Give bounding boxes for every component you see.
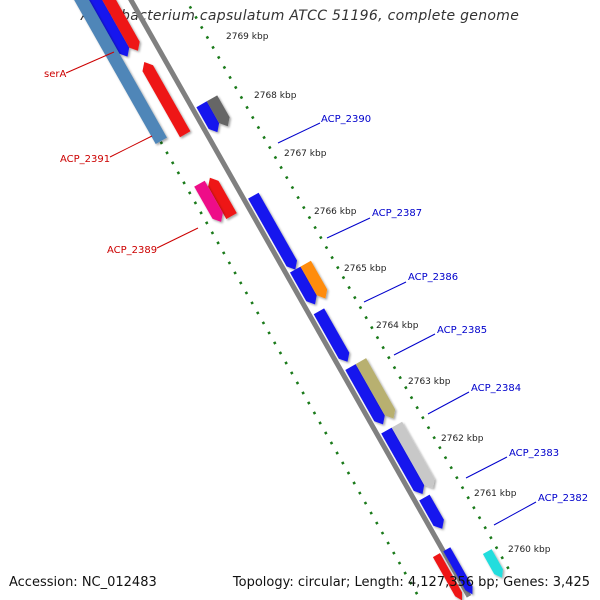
- label-leader-line: [363, 281, 407, 303]
- gene-ACP_2387: [248, 192, 297, 270]
- dotted-tick-line: [78, 0, 422, 600]
- label-leader-line: [277, 122, 321, 144]
- gene-bottom-blue: [443, 547, 473, 595]
- gene-label-acp-2389: ACP_2389: [107, 245, 157, 256]
- kbp-tick-label: 2762 kbp: [441, 434, 484, 444]
- label-leader-line: [156, 227, 199, 249]
- gene-label-acp-2390: ACP_2390: [321, 114, 371, 125]
- label-leader-line: [109, 135, 153, 158]
- kbp-tick-label: 2763 kbp: [408, 377, 451, 387]
- gene-label-acp-2387: ACP_2387: [372, 208, 422, 219]
- gene-bottom-red: [432, 553, 462, 600]
- gene-bottom-cyan: [482, 549, 503, 578]
- kbp-tick-label: 2769 kbp: [226, 32, 269, 42]
- topology-summary: Topology: circular; Length: 4,127,356 bp…: [232, 575, 590, 590]
- kbp-ticks: 2769 kbp 2768 kbp 2767 kbp 2766 kbp 2765 kbp…: [226, 32, 551, 555]
- gene-features: [74, 0, 503, 600]
- gene-ACP_2389: [194, 180, 223, 222]
- gene-red-2: [142, 62, 191, 138]
- gene-label-acp-2386: ACP_2386: [408, 272, 458, 283]
- kbp-tick-label: 2765 kbp: [344, 264, 387, 274]
- accession-text: Accession: NC_012483: [9, 575, 157, 590]
- gene-ACP_2391: [74, 0, 167, 144]
- gene-label-acp-2385: ACP_2385: [437, 325, 487, 336]
- gene-ACP_2385: [313, 308, 350, 362]
- gene-ACP_2384-olive: [355, 358, 396, 419]
- gene-ACP_2383: [381, 427, 425, 494]
- label-leader-line: [65, 51, 115, 74]
- label-leader-line: [427, 391, 470, 415]
- gene-label-acp-2382: ACP_2382: [538, 493, 588, 504]
- backbone-line: [128, 0, 472, 598]
- label-leader-line: [393, 333, 436, 356]
- genome-backbone: [128, 0, 472, 598]
- gene-label-acp-2383: ACP_2383: [509, 448, 559, 459]
- kbp-tick-label: 2764 kbp: [376, 321, 419, 331]
- gene-red-3: [208, 177, 237, 219]
- gene-ACP_2390-gray: [206, 95, 230, 127]
- kbp-tick-label: 2761 kbp: [474, 489, 517, 499]
- gene-serA-blue: [88, 0, 130, 57]
- tick-dotted-lines: [78, 0, 512, 600]
- gene-ACP_2383-gray: [391, 421, 435, 489]
- kbp-tick-label: 2768 kbp: [254, 91, 297, 101]
- label-leader-line: [465, 456, 508, 479]
- gene-label-acp-2384: ACP_2384: [471, 383, 521, 394]
- kbp-tick-label: 2760 kbp: [508, 545, 551, 555]
- gene-ACP_2384-blue: [345, 364, 385, 425]
- kbp-tick-label: 2766 kbp: [314, 207, 357, 217]
- map-title: Acidobacterium capsulatum ATCC 51196, co…: [80, 8, 520, 24]
- gene-ACP_2386-orange: [300, 260, 328, 299]
- gene-labels: serA ACP_2391 ACP_2389 ACP_2390 ACP_2387 ACP_…: [44, 51, 588, 526]
- gene-label-acp-2391: ACP_2391: [60, 154, 110, 165]
- gene-ACP_2386-blue: [290, 266, 317, 305]
- gene-ACP_2382: [419, 494, 444, 529]
- label-leader-line: [326, 217, 371, 239]
- gene-serA-red: [102, 0, 140, 51]
- dotted-tick-line: [184, 0, 512, 574]
- gene-label-sera: serA: [44, 69, 66, 80]
- kbp-tick-label: 2767 kbp: [284, 149, 327, 159]
- gene-ACP_2390-blue: [196, 101, 220, 133]
- label-leader-line: [493, 501, 537, 526]
